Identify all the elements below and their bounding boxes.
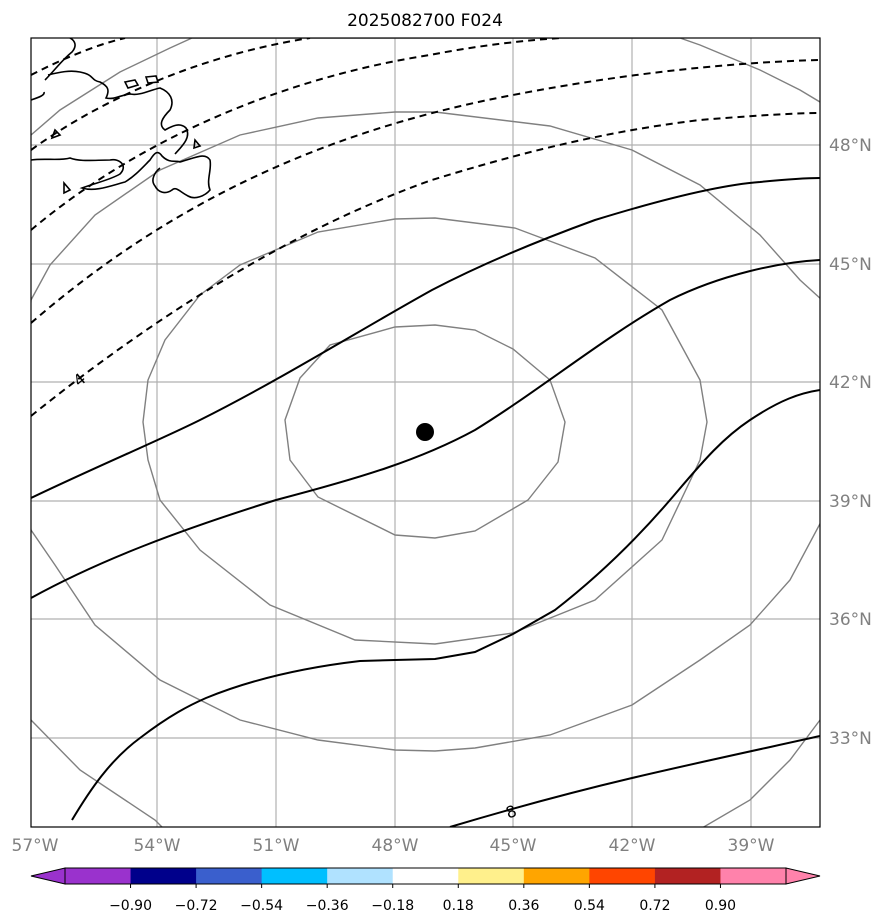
colorbar-extend-high [785, 867, 821, 885]
colorbar-box-0 [65, 868, 132, 884]
graticule [31, 38, 820, 827]
colorbar-tick-label: −0.72 [175, 898, 218, 914]
coastline [31, 38, 212, 199]
range-ring-4 [31, 38, 820, 827]
lon-label-48w: 48°W [372, 836, 419, 856]
colorbar-box-4 [327, 868, 394, 884]
colorbar-box-6 [458, 868, 525, 884]
solid-contour-2 [31, 259, 820, 599]
solid-contour-3 [71, 389, 820, 821]
colorbar-boxes [64, 867, 787, 885]
coastline-islands [50, 75, 202, 195]
lon-label-42w: 42°W [609, 836, 656, 856]
lat-label-36n: 36°N [829, 610, 872, 630]
figure-title: 2025082700 F024 [347, 11, 503, 31]
lon-label-39w: 39°W [728, 836, 775, 856]
map-frame [30, 37, 821, 828]
solid-contour-4 [449, 735, 820, 827]
colorbar-box-9 [654, 868, 721, 884]
colorbar-box-3 [261, 868, 328, 884]
colorbar-box-5 [392, 868, 459, 884]
lat-label-33n: 33°N [829, 729, 872, 749]
lat-label-48n: 48°N [829, 136, 872, 156]
lon-label-45w: 45°W [490, 836, 537, 856]
storm-center-marker [416, 423, 434, 441]
colorbar-tick-label: 0.72 [639, 898, 670, 914]
colorbar-ticks: −0.90 −0.72 −0.54 −0.36 −0.18 0.18 0.36 0.54 0.7… [109, 884, 736, 914]
lon-label-57w: 57°W [12, 836, 59, 856]
dashed-contour-1 [31, 38, 126, 76]
colorbar-tick-label: −0.18 [371, 898, 414, 914]
latitude-labels: 48°N 45°N 42°N 39°N 36°N 33°N [829, 136, 872, 749]
colorbar-frame [64, 867, 787, 885]
colorbar-box-10 [720, 868, 787, 884]
colorbar-tick-label: 0.90 [705, 898, 736, 914]
lon-label-54w: 54°W [134, 836, 181, 856]
colorbar: −0.90 −0.72 −0.54 −0.36 −0.18 0.18 0.36 0.54 0.7… [30, 867, 821, 914]
colorbar-tick-label: 0.36 [508, 898, 539, 914]
colorbar-box-2 [196, 868, 263, 884]
colorbar-tick-label: −0.36 [306, 898, 349, 914]
colorbar-tick-label: 0.18 [443, 898, 474, 914]
colorbar-box-1 [130, 868, 197, 884]
range-ring-3 [31, 111, 820, 752]
dashed-contour-5 [31, 112, 820, 417]
lat-label-45n: 45°N [829, 255, 872, 275]
coastline-south [31, 151, 212, 199]
colorbar-extend-low [30, 867, 66, 885]
colorbar-box-7 [523, 868, 590, 884]
lat-label-42n: 42°N [829, 373, 872, 393]
lon-label-51w: 51°W [253, 836, 300, 856]
solid-contour-1 [31, 177, 820, 499]
lat-label-39n: 39°N [829, 492, 872, 512]
colorbar-tick-label: −0.90 [109, 898, 152, 914]
longitude-labels: 57°W 54°W 51°W 48°W 45°W 42°W 39°W [12, 836, 775, 856]
dashed-contour-4 [31, 59, 820, 324]
colorbar-box-8 [589, 868, 656, 884]
coastline-north [31, 38, 189, 155]
solid-contours [31, 177, 820, 827]
range-ring-inner [284, 324, 566, 539]
colorbar-tick-label: −0.54 [240, 898, 283, 914]
colorbar-tick-label: 0.54 [574, 898, 605, 914]
